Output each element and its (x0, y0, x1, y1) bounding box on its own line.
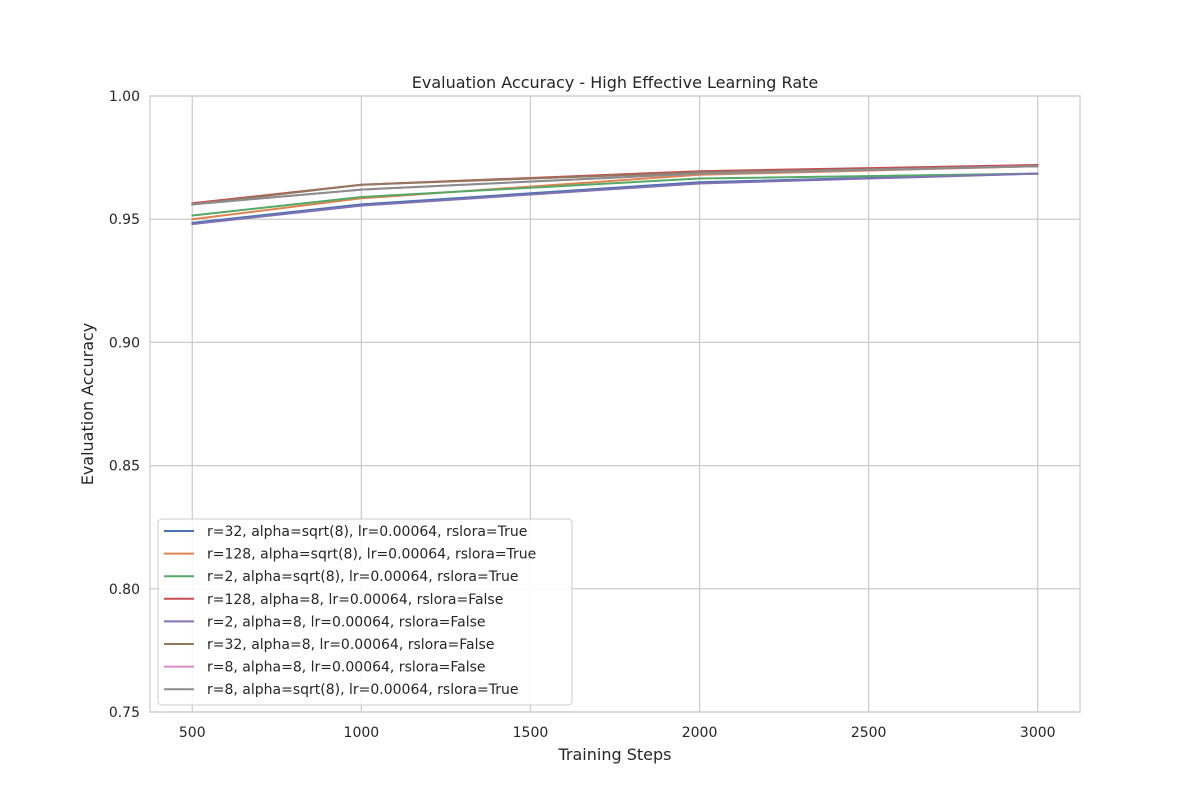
y-tick-label: 0.75 (109, 705, 140, 721)
legend-label-8: r=8, alpha=sqrt(8), lr=0.00064, rslora=T… (207, 682, 518, 698)
y-tick-label: 0.85 (109, 459, 140, 475)
legend-label-3: r=2, alpha=sqrt(8), lr=0.00064, rslora=T… (207, 569, 518, 585)
legend-label-5: r=2, alpha=8, lr=0.00064, rslora=False (207, 614, 486, 630)
y-tick-label: 1.00 (109, 89, 140, 105)
y-tick-label: 0.90 (109, 335, 140, 351)
legend-label-1: r=32, alpha=sqrt(8), lr=0.00064, rslora=… (207, 524, 527, 540)
x-tick-label: 3000 (1020, 725, 1056, 741)
legend-label-7: r=8, alpha=8, lr=0.00064, rslora=False (207, 660, 486, 676)
legend-box (157, 518, 573, 706)
series-lines (191, 164, 1039, 226)
x-tick-label: 2000 (682, 725, 718, 741)
y-tick-label: 0.80 (109, 582, 140, 598)
tick-labels: 500 1000 1500 2000 2500 3000 0.75 0.80 0.85 0.90 0… (109, 89, 1056, 741)
x-tick-label: 2500 (851, 725, 887, 741)
x-tick-label: 1000 (344, 725, 380, 741)
x-tick-label: 500 (179, 725, 206, 741)
x-axis-label: Training Steps (558, 745, 672, 764)
series-line-3 (191, 172, 1039, 217)
y-axis-label: Evaluation Accuracy (78, 323, 97, 486)
y-tick-label: 0.95 (109, 212, 140, 228)
legend-label-6: r=32, alpha=8, lr=0.00064, rslora=False (207, 637, 494, 653)
legend: r=32, alpha=sqrt(8), lr=0.00064, rslora=… (157, 518, 573, 706)
series-line-5 (191, 172, 1039, 226)
plot-frame (149, 95, 1081, 713)
legend-label-2: r=128, alpha=sqrt(8), lr=0.00064, rslora… (207, 547, 536, 563)
legend-label-4: r=128, alpha=8, lr=0.00064, rslora=False (207, 592, 503, 608)
chart-title: Evaluation Accuracy - High Effective Lea… (412, 73, 818, 92)
x-tick-label: 1500 (513, 725, 549, 741)
series-line-8 (191, 165, 1039, 206)
